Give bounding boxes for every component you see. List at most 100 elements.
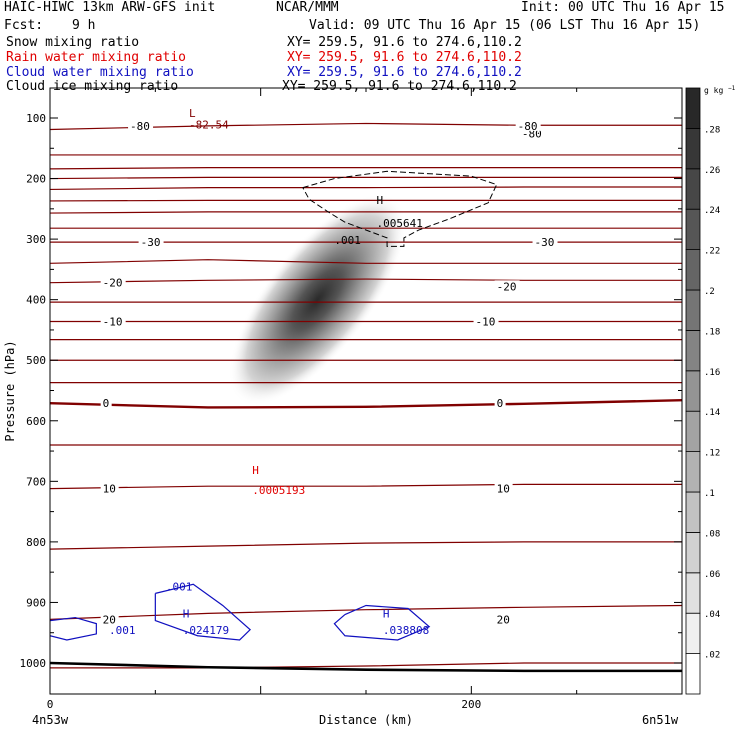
contour-label-bg (100, 276, 126, 288)
field-name-cloud-water: Cloud water mixing ratio (6, 65, 194, 80)
colorbar-label: .08 (704, 529, 720, 539)
colorbar-box (685, 249, 701, 291)
header-fcst-value: 9 h (72, 18, 96, 33)
y-axis-title: Pressure (hPa) (3, 340, 17, 441)
header-fcst-label: Fcst: (4, 18, 44, 33)
y-tick-label: 600 (26, 415, 46, 428)
field-xy-snow: XY= 259.5, 91.6 to 274.6,110.2 (287, 35, 522, 50)
colorbar-label: .12 (704, 449, 720, 459)
contour-label-bg (100, 315, 126, 327)
header-center: NCAR/MMM (276, 0, 339, 15)
temperature-contour-16 (50, 398, 682, 409)
field-xy-cloud-ice: XY= 259.5, 91.6 to 274.6,110.2 (282, 79, 517, 94)
y-tick-label: 200 (26, 173, 46, 186)
temperature-contour-5 (50, 199, 682, 202)
temperature-contour-label: 20 (497, 613, 510, 626)
field-name-cloud-ice: Cloud ice mixing ratio (6, 79, 179, 94)
y-tick-label: 300 (26, 233, 46, 246)
contour-label-bg (494, 397, 506, 409)
temperature-contour-0 (50, 122, 682, 131)
contour-label-bg (100, 397, 112, 409)
annotation-label: .024179 (183, 624, 229, 637)
x-axis-title: Distance (km) (319, 713, 413, 727)
temperature-contour-label: -80 (522, 128, 542, 141)
cloud-ice-contour (302, 170, 498, 247)
y-tick-label: 900 (26, 596, 46, 609)
colorbar-box (685, 329, 701, 372)
annotation-label: .038808 (383, 624, 429, 637)
plot-frame (49, 87, 683, 695)
colorbar: .02 .04 .06 .08 .1 .12 .14 .16 .18 .2 .22 .24 .26 .28… (685, 85, 736, 695)
colorbar-box (685, 168, 701, 210)
contour-label-bg (494, 482, 513, 494)
colorbar-box (685, 653, 701, 695)
annotation-label: -82.54 (189, 118, 229, 131)
temperature-contour-label: -20 (103, 277, 123, 290)
temperature-contour-label: -80 (518, 120, 538, 133)
y-tick-label: 100 (26, 112, 46, 125)
temperature-contour-label: 10 (103, 483, 116, 496)
colorbar-box (685, 289, 701, 331)
annotation-label: .005641 (377, 217, 423, 230)
temperature-contour-label: 0 (103, 397, 110, 410)
colorbar-label: .18 (704, 327, 720, 337)
colorbar-label: .16 (704, 368, 720, 378)
x-end-label-left: 4n53w (32, 713, 69, 727)
colorbar-label: .14 (704, 408, 720, 418)
colorbar-box (685, 370, 701, 412)
temperature-contour-6 (50, 211, 682, 214)
colorbar-label: .2 (704, 287, 715, 297)
colorbar-box (685, 208, 701, 250)
annotation-label: .001 (109, 624, 136, 637)
y-tick-label: 500 (26, 354, 46, 367)
temperature-contour-label: -10 (476, 315, 496, 328)
temperature-contour-4 (50, 186, 682, 191)
contour-label-bg (138, 236, 164, 248)
temperature-contour-21 (50, 662, 682, 669)
header-model: HAIC-HIWC 13km ARW-GFS init (4, 0, 216, 15)
colorbar-box (685, 532, 701, 574)
snow-mixing-ratio-shading (228, 193, 407, 406)
colorbar-box (685, 612, 701, 655)
x-tick-label: 0 (47, 698, 54, 711)
cloud-water-contour-1 (154, 583, 252, 641)
temperature-contour-label: -80 (130, 120, 150, 133)
temperature-contour-2 (50, 167, 682, 170)
colorbar-label: .22 (704, 247, 720, 257)
colorbar-unit: g kg (704, 86, 723, 95)
colorbar-label: .04 (704, 610, 720, 620)
colorbar-label: .26 (704, 166, 720, 176)
temperature-contour-label: 0 (497, 397, 504, 410)
colorbar-label: .1 (704, 489, 715, 499)
temperature-contour-label: 10 (497, 483, 510, 496)
contour-label-bg (473, 315, 499, 327)
contour-label-bg (128, 119, 154, 131)
colorbar-box (685, 410, 701, 453)
colorbar-box (685, 87, 701, 129)
colorbar-box (685, 127, 701, 170)
cloud-water-contour-0 (50, 616, 97, 641)
surface-pressure-line (50, 661, 682, 673)
temperature-contour-label: -10 (103, 315, 123, 328)
y-tick-label: 700 (26, 475, 46, 488)
annotation-label: H (377, 194, 384, 207)
colorbar-unit-exponent: −1 (728, 85, 736, 92)
annotation-label: H (383, 608, 390, 621)
contour-label-bg (532, 236, 558, 248)
temperature-contour-label: -30 (141, 236, 161, 249)
temperature-contour-19 (50, 541, 682, 550)
temperature-contour-label: 20 (103, 613, 116, 626)
contour-label-bg (100, 482, 119, 494)
contour-label-bg (494, 613, 513, 625)
cloud-water-contour-2 (333, 604, 431, 641)
temperature-contour-label: -30 (535, 236, 555, 249)
annotation-label: L (189, 107, 196, 120)
colorbar-box (685, 491, 701, 533)
annotation-label: H (252, 464, 259, 477)
colorbar-box (685, 572, 701, 614)
temperature-contour-label: -20 (497, 280, 517, 293)
x-end-label-right: 6n51w (642, 713, 679, 727)
colorbar-box (685, 451, 701, 493)
